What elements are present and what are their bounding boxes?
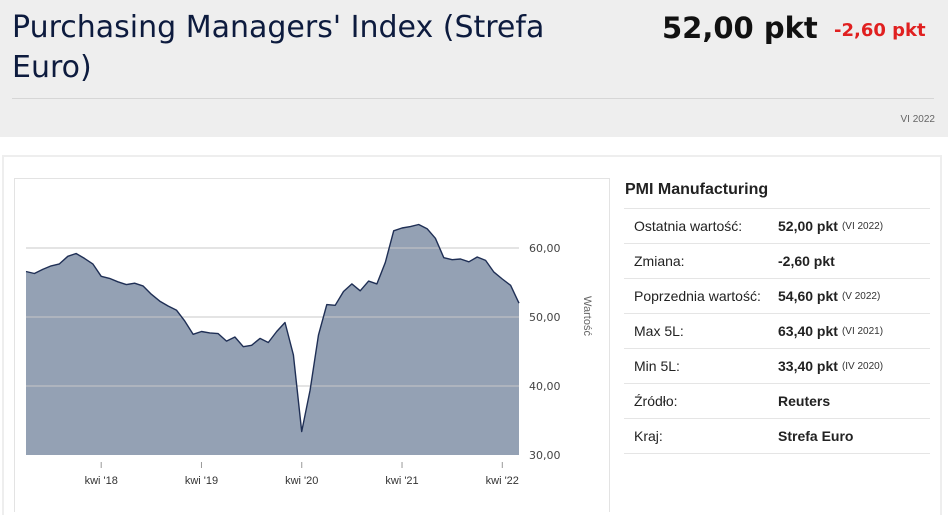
info-title: PMI Manufacturing: [625, 181, 769, 198]
y-tick-label: 60,00: [529, 242, 561, 255]
info-value: Strefa Euro: [778, 428, 854, 444]
info-row-min-5y: Min 5L: 33,40 pkt (IV 2020): [624, 349, 930, 384]
header-divider: [12, 98, 934, 99]
series-line: [25, 223, 520, 433]
x-tick-label: kwi '21: [385, 475, 418, 487]
info-date: (VI 2022): [841, 220, 884, 232]
info-label: Kraj:: [634, 428, 663, 444]
info-table: Ostatnia wartość: 52,00 pkt (VI 2022) Zm…: [624, 208, 930, 454]
y-tick-label: 40,00: [529, 380, 561, 393]
info-value: 33,40 pkt: [778, 358, 838, 374]
info-label: Ostatnia wartość:: [634, 218, 743, 234]
info-value: -2,60 pkt: [778, 253, 835, 269]
info-value: 54,60 pkt: [778, 288, 838, 304]
y-tick-label: 30,00: [529, 449, 561, 462]
info-row-max-5y: Max 5L: 63,40 pkt (VI 2021): [624, 314, 930, 349]
y-axis-title: Wartość: [581, 296, 593, 336]
info-row-last-value: Ostatnia wartość: 52,00 pkt (VI 2022): [624, 209, 930, 244]
info-value: 52,00 pkt: [778, 218, 838, 234]
info-row-previous-value: Poprzednia wartość: 54,60 pkt (V 2022): [624, 279, 930, 314]
x-tick-label: kwi '22: [486, 475, 519, 487]
x-tick-label: kwi '19: [185, 475, 218, 487]
info-value: 63,40 pkt: [778, 323, 838, 339]
info-row-change: Zmiana: -2,60 pkt: [624, 244, 930, 279]
info-label: Min 5L:: [634, 358, 680, 374]
y-tick-label: 50,00: [529, 311, 561, 324]
series-area: [26, 224, 519, 455]
x-tick-label: kwi '20: [285, 475, 318, 487]
value-date: VI 2022: [900, 114, 935, 125]
info-label: Poprzednia wartość:: [634, 288, 761, 304]
info-label: Zmiana:: [634, 253, 685, 269]
chart-container: [14, 178, 610, 512]
info-value: Reuters: [778, 393, 831, 409]
info-date: (VI 2021): [841, 325, 884, 337]
info-date: (V 2022): [841, 290, 881, 302]
current-value: 52,00 pkt: [662, 11, 818, 45]
header: Purchasing Managers' Index (Strefa Euro)…: [0, 0, 948, 137]
info-row-country: Kraj: Strefa Euro: [624, 419, 930, 454]
info-row-source: Źródło: Reuters: [624, 384, 930, 419]
pmi-chart[interactable]: 30,00 40,00 50,00 60,00 Wartość kwi '18 kwi '1…: [0, 0, 610, 512]
x-tick-label: kwi '18: [85, 475, 118, 487]
info-label: Max 5L:: [634, 323, 684, 339]
value-change: -2,60 pkt: [834, 20, 926, 41]
info-date: (IV 2020): [841, 360, 884, 372]
info-label: Źródło:: [634, 393, 678, 409]
page-title: Purchasing Managers' Index (Strefa Euro): [12, 10, 545, 85]
